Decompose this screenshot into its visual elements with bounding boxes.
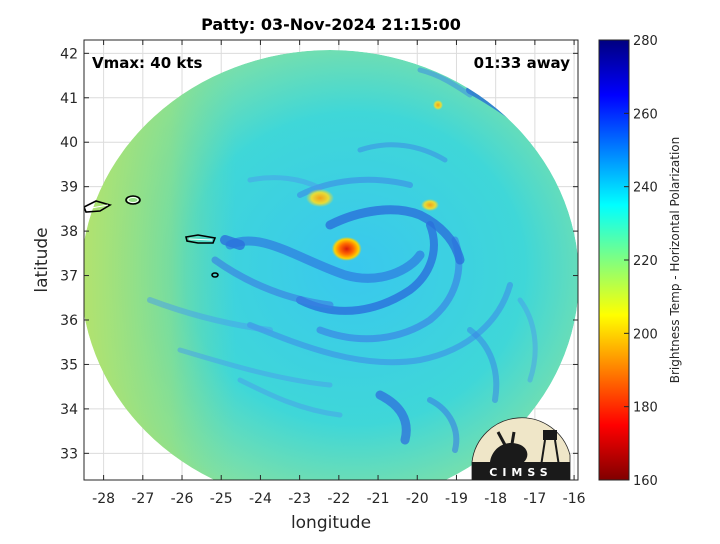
y-tick-label: 38 — [60, 224, 78, 240]
satellite-swath — [84, 50, 578, 480]
colorbar-tick-label: 180 — [633, 401, 658, 416]
colorbar-tick-label: 200 — [633, 327, 658, 342]
x-tick-label: -21 — [367, 491, 390, 507]
colorbar-tick-label: 220 — [633, 254, 658, 269]
colorbar-label: Brightness Temp - Horizontal Polarizatio… — [668, 137, 682, 384]
x-tick-label: -16 — [563, 491, 586, 507]
y-tick-label: 41 — [60, 91, 78, 107]
vmax-annotation: Vmax: 40 kts — [92, 54, 202, 72]
x-tick-label: -19 — [445, 491, 468, 507]
cimss-logo: CIMSS — [471, 417, 571, 481]
map-title: Patty: 03-Nov-2024 21:15:00 — [201, 15, 461, 34]
x-axis-label: longitude — [291, 513, 371, 533]
rainband-features — [147, 67, 538, 453]
y-axis-ticks: 42 41 40 39 38 37 36 35 34 33 — [60, 46, 578, 462]
y-tick-label: 33 — [60, 446, 78, 462]
colorbar-tick-label: 280 — [633, 34, 658, 49]
y-axis-label: latitude — [32, 227, 52, 292]
warm-spot — [433, 100, 443, 110]
water-tower-icon — [543, 430, 557, 440]
y-tick-label: 35 — [60, 357, 78, 373]
storm-eye — [331, 236, 362, 261]
x-tick-label: -22 — [327, 491, 350, 507]
y-tick-label: 40 — [60, 135, 78, 151]
colorbar: 280 260 240 220 200 180 160 Brightness Temp - … — [598, 34, 682, 489]
x-tick-label: -17 — [523, 491, 546, 507]
y-tick-label: 39 — [60, 180, 78, 196]
axes-frame — [83, 39, 579, 481]
y-tick-label: 37 — [60, 269, 78, 285]
warm-spot — [306, 189, 334, 207]
x-tick-label: -24 — [249, 491, 272, 507]
x-tick-label: -20 — [406, 491, 429, 507]
colorbar-ticks: 280 260 240 220 200 180 160 — [624, 34, 658, 489]
coastlines — [84, 195, 219, 278]
x-tick-label: -28 — [92, 491, 115, 507]
x-axis-ticks: -28 -27 -26 -25 -24 -23 -22 -21 -20 -19 -18 -17 -16 — [92, 40, 586, 507]
x-tick-label: -25 — [210, 491, 233, 507]
x-tick-label: -23 — [288, 491, 311, 507]
colorbar-tick-label: 240 — [633, 181, 658, 196]
colorbar-tick-label: 260 — [633, 107, 658, 122]
colorbar-tick-label: 160 — [633, 474, 658, 489]
x-tick-label: -18 — [484, 491, 507, 507]
y-tick-label: 42 — [60, 46, 78, 62]
logo-text: CIMSS — [489, 466, 552, 479]
y-tick-label: 34 — [60, 402, 78, 418]
x-tick-label: -26 — [171, 491, 194, 507]
x-tick-label: -27 — [131, 491, 154, 507]
y-tick-label: 36 — [60, 313, 78, 329]
warm-spot — [421, 199, 439, 211]
time-away-annotation: 01:33 away — [474, 54, 571, 72]
satellite-dish-icon — [490, 442, 528, 462]
